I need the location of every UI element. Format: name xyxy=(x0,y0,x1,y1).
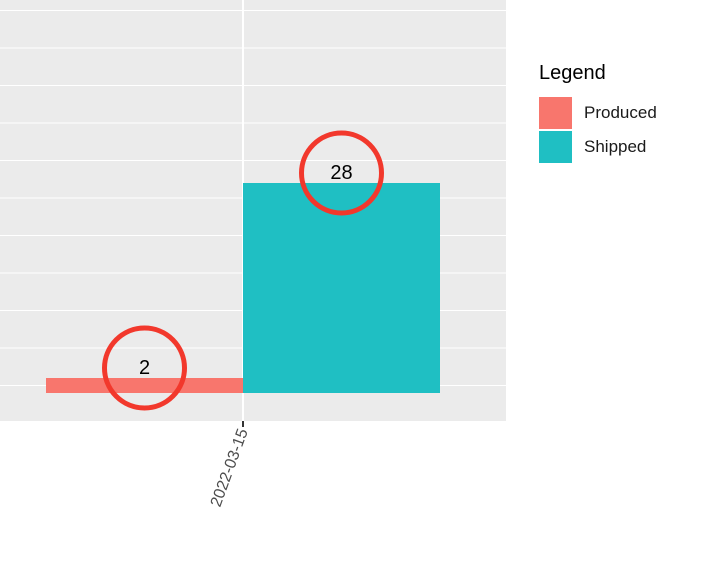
legend-swatch-produced xyxy=(539,97,572,129)
legend-swatch-shipped xyxy=(539,131,572,163)
x-tick-label: 2022-03-15 xyxy=(208,426,252,509)
legend-item-shipped: Shipped xyxy=(539,130,657,164)
legend-label-shipped: Shipped xyxy=(584,137,647,156)
highlight-circle-produced xyxy=(102,325,187,411)
legend-title: Legend xyxy=(539,62,606,84)
data-label-produced: 2 xyxy=(139,357,150,379)
bar-shipped xyxy=(243,183,440,393)
legend: Legend Produced Shipped xyxy=(539,62,657,164)
legend-item-produced: Produced xyxy=(539,96,657,130)
bar-produced xyxy=(46,378,243,393)
data-label-shipped: 28 xyxy=(330,162,352,184)
highlight-circle-shipped xyxy=(299,130,384,216)
legend-label-produced: Produced xyxy=(584,103,657,122)
